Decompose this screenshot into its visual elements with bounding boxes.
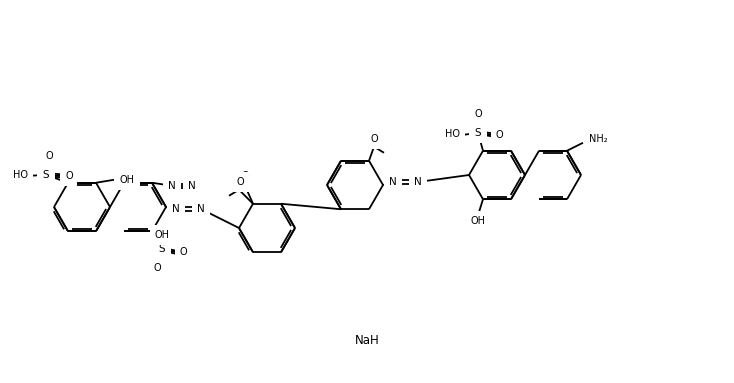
Text: O: O [241, 171, 249, 181]
Text: O: O [474, 109, 482, 119]
Text: S: S [475, 128, 482, 138]
Text: N: N [389, 177, 397, 187]
Text: OH: OH [120, 175, 135, 185]
Text: N: N [168, 181, 176, 191]
Text: O: O [65, 171, 73, 181]
Text: O: O [496, 130, 504, 140]
Text: S: S [159, 244, 165, 254]
Text: OH: OH [154, 230, 170, 240]
Text: N: N [188, 181, 196, 191]
Text: O: O [46, 151, 53, 161]
Text: O: O [370, 134, 378, 144]
Text: OH: OH [470, 216, 485, 226]
Text: N: N [414, 177, 422, 187]
Text: S: S [43, 170, 49, 180]
Text: O: O [236, 177, 244, 187]
Text: O: O [153, 263, 161, 273]
Text: HO: HO [13, 170, 28, 180]
Text: HO: HO [445, 129, 460, 139]
Text: NH₂: NH₂ [589, 134, 608, 144]
Text: N: N [197, 204, 205, 214]
Text: NaH: NaH [355, 334, 379, 347]
Text: O: O [180, 247, 188, 257]
Text: N: N [172, 204, 180, 214]
